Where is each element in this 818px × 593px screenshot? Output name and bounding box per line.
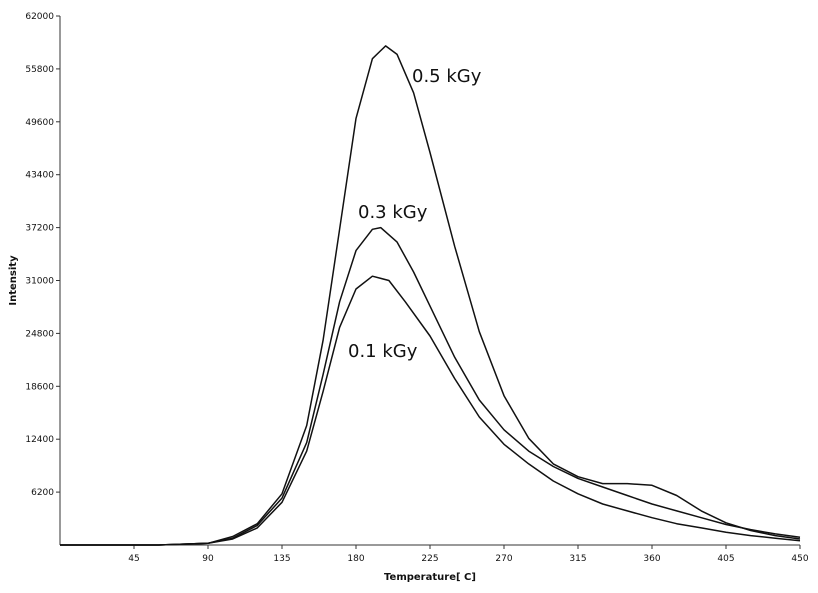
- x-tick-label: 180: [347, 554, 364, 564]
- series-lines: [60, 45, 801, 546]
- x-axis-title: Temperature[ C]: [384, 572, 476, 583]
- series-line-0-1-kgy: [60, 275, 801, 546]
- y-tick-label: 55800: [25, 65, 54, 75]
- x-tick-label: 360: [643, 554, 660, 564]
- y-tick-label: 43400: [25, 171, 54, 181]
- y-axis-ticks: 6200 12400 18600 24800 31000 37200 43400 49600 5…: [25, 12, 60, 498]
- series-label-0-5-kgy: 0.5 kGy: [412, 66, 482, 87]
- x-tick-label: 45: [128, 554, 139, 564]
- x-tick-label: 225: [421, 554, 438, 564]
- axes: [59, 16, 800, 546]
- x-tick-label: 90: [202, 554, 214, 564]
- series-label-0-3-kgy: 0.3 kGy: [358, 202, 428, 223]
- x-tick-label: 405: [717, 554, 734, 564]
- y-tick-label: 6200: [31, 488, 54, 498]
- y-tick-label: 24800: [25, 329, 54, 339]
- series-label-0-1-kgy: 0.1 kGy: [348, 341, 418, 362]
- series-labels: 0.5 kGy 0.3 kGy 0.1 kGy: [348, 66, 482, 362]
- y-axis-title: Intensity: [8, 255, 19, 306]
- series-line-0-5-kgy: [60, 45, 801, 546]
- x-tick-label: 135: [273, 554, 290, 564]
- series-line-0-3-kgy: [60, 226, 801, 546]
- y-tick-label: 12400: [25, 435, 54, 445]
- y-tick-label: 62000: [25, 12, 54, 22]
- x-tick-label: 315: [569, 554, 586, 564]
- y-tick-label: 37200: [25, 224, 54, 234]
- x-tick-label: 450: [791, 554, 808, 564]
- y-tick-label: 31000: [25, 277, 54, 287]
- x-axis-ticks: 45 90 135 180 225 270 315 360 405 450: [128, 545, 809, 564]
- y-tick-label: 49600: [25, 118, 54, 128]
- y-tick-label: 18600: [25, 382, 54, 392]
- x-tick-label: 270: [495, 554, 512, 564]
